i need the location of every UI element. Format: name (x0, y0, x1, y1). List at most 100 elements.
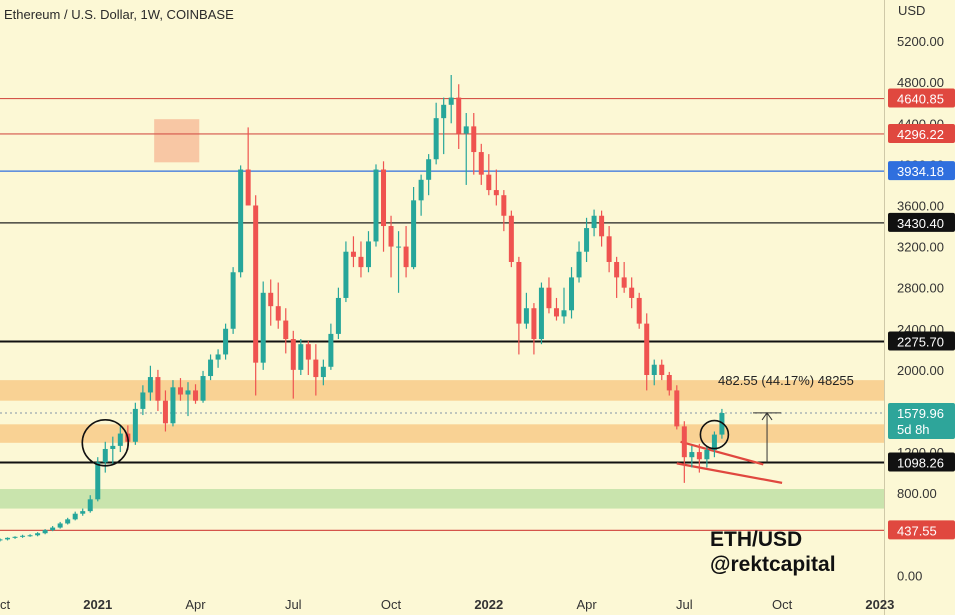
candle-body-62 (463, 126, 469, 134)
candle-body-24 (177, 387, 183, 395)
time-axis: Oct 2021 Apr Jul Oct 2022 Apr Jul Oct 2023 (0, 597, 894, 612)
candle-body-88 (659, 364, 665, 375)
price-tag-bg-5 (888, 403, 955, 440)
candle-body-43 (320, 366, 326, 378)
candle-body-68 (508, 215, 514, 262)
candle-body-81 (606, 236, 612, 262)
candle-body-8 (57, 523, 63, 528)
watermark-handle: @rektcapital (710, 553, 836, 576)
candles-layer (0, 75, 725, 542)
candle-body-49 (365, 241, 371, 268)
candle-body-45 (335, 297, 341, 334)
candle-body-15 (110, 445, 116, 449)
time-tick-label-5: 2022 (474, 597, 503, 612)
candle-body-30 (223, 328, 229, 355)
price-tag-bg-0 (888, 88, 955, 108)
candle-body-50 (373, 169, 379, 242)
candle-body-7 (50, 527, 56, 531)
candle-body-9 (65, 519, 71, 524)
time-tick-label-3: Jul (285, 597, 302, 612)
candle-body-52 (388, 226, 394, 247)
price-tags: 4640.85 4296.22 3934.18 3430.40 2275.70 1579.… (888, 88, 955, 540)
candle-body-23 (170, 387, 176, 424)
candle-body-54 (403, 246, 409, 268)
candle-body-64 (478, 152, 484, 175)
candle-body-28 (208, 359, 214, 377)
candle-body-42 (313, 359, 319, 378)
candle-body-27 (200, 376, 206, 401)
candle-body-25 (185, 390, 191, 395)
price-tick-label-12: 4800.00 (897, 75, 944, 90)
price-tag-bg-4 (888, 331, 955, 351)
candle-body-10 (72, 513, 78, 520)
candle-body-59 (441, 104, 447, 119)
price-tag-bg-1 (888, 123, 955, 143)
price-tick-label-7: 2800.00 (897, 281, 944, 296)
price-tick-label-0: 0.00 (897, 568, 922, 583)
candle-body-0 (0, 539, 3, 541)
price-tag-label-1: 4296.22 (897, 127, 944, 142)
price-tag-label-3: 3430.40 (897, 216, 944, 231)
candle-body-94 (704, 450, 710, 460)
candle-body-5 (35, 533, 41, 536)
candle-body-44 (328, 333, 334, 367)
price-tag-bg-2 (888, 161, 955, 181)
candle-body-69 (516, 261, 522, 324)
price-tick-label-9: 3600.00 (897, 198, 944, 213)
candle-body-80 (599, 215, 605, 237)
candle-body-48 (358, 256, 364, 268)
zone-0 (0, 380, 884, 401)
watermark-pair: ETH/USD (710, 528, 802, 551)
candle-body-87 (651, 364, 657, 375)
zone-1 (0, 424, 884, 443)
candle-body-1 (5, 537, 11, 540)
candle-body-85 (636, 297, 642, 324)
zone-2 (0, 489, 884, 509)
trendlines-layer (676, 440, 783, 484)
candle-body-29 (215, 354, 221, 360)
candle-body-46 (343, 251, 349, 298)
candle-body-60 (448, 97, 454, 105)
trendline-1 (676, 462, 783, 484)
candle-body-90 (674, 390, 680, 427)
levels-layer (0, 97, 884, 531)
candle-body-67 (501, 195, 507, 216)
price-tag-label-7: 437.55 (897, 523, 937, 538)
candle-body-40 (298, 344, 304, 370)
candle-body-51 (381, 169, 387, 227)
price-tag-label-0: 4640.85 (897, 92, 944, 107)
candle-body-76 (569, 277, 575, 311)
candle-body-37 (275, 306, 281, 321)
candle-body-92 (689, 452, 695, 458)
candle-body-26 (193, 390, 199, 401)
candle-body-22 (162, 400, 168, 424)
candle-body-58 (433, 118, 439, 160)
candle-body-61 (456, 97, 462, 134)
candle-body-75 (561, 310, 567, 317)
candle-body-86 (644, 323, 650, 375)
price-tag-bg-3 (888, 212, 955, 232)
candle-body-84 (629, 287, 635, 298)
time-tick-label-8: Oct (772, 597, 793, 612)
chart-title: Ethereum / U.S. Dollar, 1W, COINBASE (4, 7, 234, 22)
candle-body-63 (471, 126, 477, 153)
candle-body-78 (584, 228, 590, 252)
candle-body-65 (486, 174, 492, 191)
annotations-layer (81, 412, 782, 467)
time-tick-label-7: Jul (676, 597, 693, 612)
price-tag-bg-6 (888, 452, 955, 472)
price-tag-label-2: 3934.18 (897, 164, 944, 179)
highlight-circle-1 (699, 419, 730, 450)
candle-body-53 (396, 246, 402, 248)
candle-body-79 (591, 215, 597, 229)
candle-body-32 (238, 169, 244, 273)
price-tag-label-4: 2275.70 (897, 335, 944, 350)
price-countdown: 5d 8h (897, 422, 930, 437)
price-tick-label-13: 5200.00 (897, 34, 944, 49)
time-tick-label-1: 2021 (83, 597, 112, 612)
highlight-circle-0 (81, 419, 130, 467)
time-tick-label-4: Oct (381, 597, 402, 612)
time-tick-label-9: 2023 (865, 597, 894, 612)
candle-body-41 (305, 344, 311, 360)
